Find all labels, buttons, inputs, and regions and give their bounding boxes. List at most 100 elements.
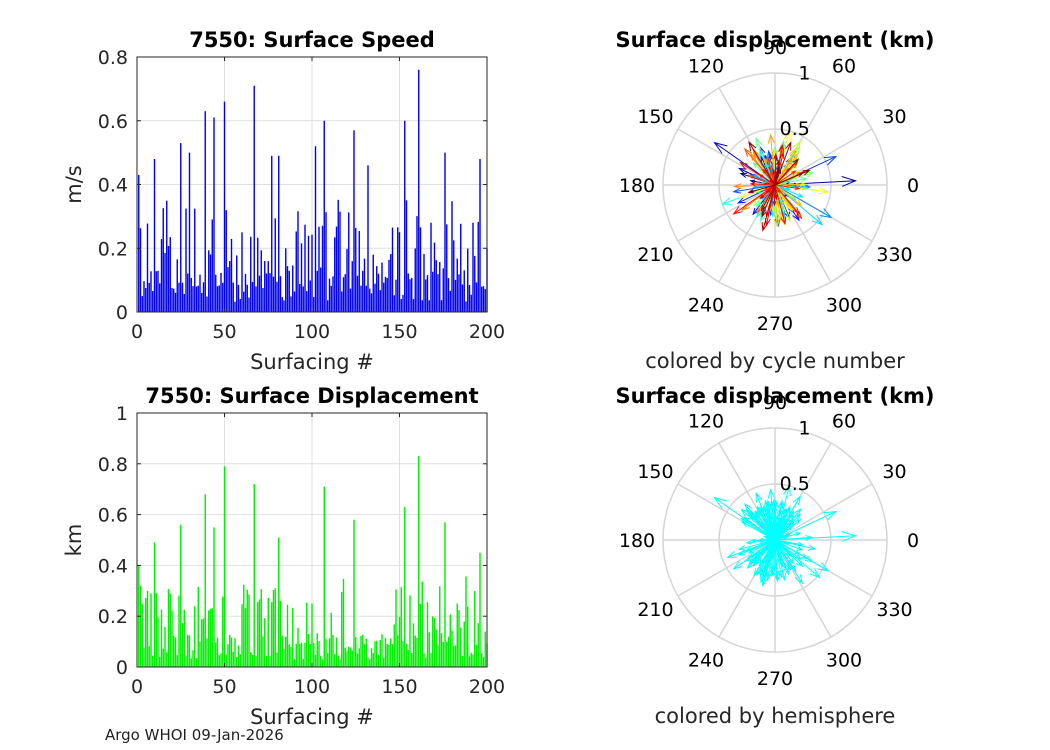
angle-tick-label: 210 <box>637 244 673 266</box>
bar <box>425 657 427 667</box>
bar <box>363 258 366 312</box>
displacement-vector <box>761 184 776 217</box>
bar <box>239 298 241 312</box>
vector-arrowhead <box>754 511 761 519</box>
bar <box>348 212 350 312</box>
bar <box>243 291 245 312</box>
bar <box>279 600 282 667</box>
bar <box>400 299 402 312</box>
bar <box>227 644 229 667</box>
bar <box>306 602 308 667</box>
bar <box>447 636 450 667</box>
bar <box>344 647 346 667</box>
bar <box>405 643 408 667</box>
bar <box>481 653 483 667</box>
y-tick-label: 0.2 <box>98 238 128 260</box>
bar <box>307 235 310 312</box>
vector-arrowhead <box>769 551 773 557</box>
vector-arrowhead <box>775 201 780 207</box>
vector-arrowhead <box>752 559 760 567</box>
vector-arrowhead <box>749 182 756 187</box>
bar <box>426 275 429 312</box>
bar <box>159 283 161 312</box>
vector-arrowhead <box>747 189 754 194</box>
vector-arrowhead <box>787 157 793 165</box>
bar <box>138 174 140 312</box>
bar <box>202 618 205 667</box>
bar <box>157 270 159 312</box>
bar <box>412 623 415 667</box>
bar <box>229 261 231 312</box>
displacement-vector <box>774 154 777 186</box>
bar <box>468 656 471 667</box>
bar <box>285 636 287 667</box>
bar <box>432 271 434 312</box>
vector-arrowhead <box>752 185 758 189</box>
bar <box>176 259 178 312</box>
bar <box>229 634 231 667</box>
vector-arrowhead <box>795 182 802 187</box>
vector-arrowhead <box>774 218 781 228</box>
bar <box>351 261 353 312</box>
displacement-vector <box>748 184 776 193</box>
bar <box>342 277 345 312</box>
vector-arrowhead <box>777 213 783 222</box>
bar <box>418 69 420 312</box>
displacement-vector <box>740 162 776 186</box>
angle-tick-label: 330 <box>876 599 912 621</box>
bar <box>243 584 245 667</box>
vector-arrowhead <box>791 153 799 161</box>
vector-arrowhead <box>736 197 746 204</box>
vector-arrowhead <box>767 149 773 158</box>
bar <box>365 638 367 667</box>
bar <box>405 200 408 312</box>
bar <box>176 655 178 667</box>
vector-arrowhead <box>782 200 788 207</box>
bar <box>292 608 294 667</box>
bar <box>290 647 292 667</box>
vector-arrowhead <box>800 553 809 560</box>
radius-tick-label: 0.5 <box>780 118 810 140</box>
bar <box>400 587 402 667</box>
x-tick-label: 150 <box>381 321 417 343</box>
bar <box>159 656 161 667</box>
vector-arrowhead <box>792 495 801 506</box>
x-tick-label: 200 <box>469 676 505 698</box>
vector-arrowhead <box>818 186 830 195</box>
x-tick-label: 150 <box>381 676 417 698</box>
displacement-vector <box>774 539 791 570</box>
angle-tick-label: 150 <box>637 461 673 483</box>
vector-arrowhead <box>767 488 775 499</box>
angle-tick-label: 30 <box>882 106 906 128</box>
bar <box>430 653 432 667</box>
vector-arrowhead <box>763 156 769 164</box>
bar <box>430 222 432 312</box>
bar <box>321 659 324 667</box>
x-tick-label: 100 <box>294 676 330 698</box>
bar <box>346 651 348 667</box>
vector-arrowhead <box>744 546 752 552</box>
bar <box>257 237 259 312</box>
bar <box>141 296 143 312</box>
chart-speed-polar: 0 30 60 90 120 150 180 210 240 270 300 330 0.5 1 Surfa… <box>615 28 934 373</box>
vector-arrowhead <box>755 136 763 148</box>
vector-arrowhead <box>785 533 791 538</box>
bar <box>220 272 222 312</box>
bar <box>461 284 464 312</box>
bar <box>216 286 219 312</box>
vector-arrowhead <box>796 560 804 568</box>
vector-arrowhead <box>766 508 772 516</box>
vector-arrowhead <box>788 552 794 558</box>
displacement-vector <box>769 539 776 556</box>
bar <box>358 231 360 312</box>
radius-tick-label: 0.5 <box>780 473 810 495</box>
bar <box>304 224 306 312</box>
bar <box>367 165 369 313</box>
bar <box>334 237 336 312</box>
bar <box>269 273 271 312</box>
bar <box>215 274 217 312</box>
bar <box>197 586 199 667</box>
bar <box>286 266 289 312</box>
vector-arrowhead <box>766 500 772 510</box>
bar <box>208 250 210 312</box>
